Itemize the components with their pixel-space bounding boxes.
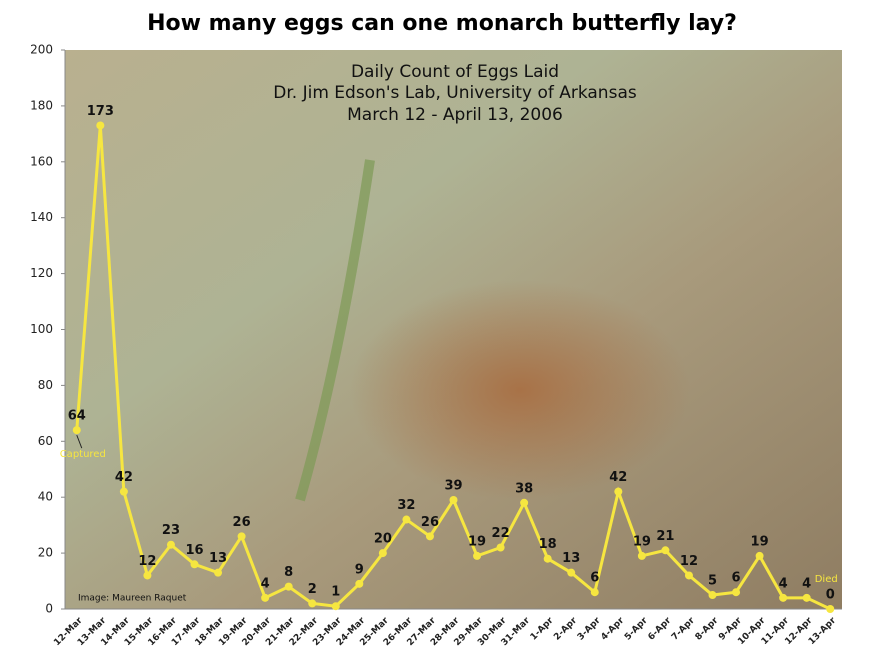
data-label: 4 <box>802 576 811 591</box>
data-label: 19 <box>751 534 769 549</box>
y-tick-label: 60 <box>38 434 53 448</box>
y-tick-label: 120 <box>30 266 53 280</box>
data-label: 173 <box>87 104 114 119</box>
data-label: 9 <box>355 562 364 577</box>
butterfly-shape <box>350 280 690 500</box>
data-label: 12 <box>138 554 156 569</box>
data-point <box>425 532 434 541</box>
data-point <box>826 605 835 613</box>
data-label: 22 <box>492 526 510 541</box>
data-label: 6 <box>590 571 599 586</box>
data-point <box>72 426 81 435</box>
x-tick-label: 2-Apr <box>552 615 579 642</box>
image-credit: Image: Maureen Raquet <box>78 594 187 604</box>
data-point <box>802 593 811 602</box>
y-tick-label: 140 <box>30 210 53 224</box>
data-label: 20 <box>374 532 392 547</box>
chart-title: How many eggs can one monarch butterfly … <box>147 11 737 36</box>
data-label: 64 <box>68 409 86 424</box>
data-label: 12 <box>680 554 698 569</box>
data-point <box>378 549 387 558</box>
data-point <box>496 543 505 552</box>
data-label: 32 <box>397 498 415 513</box>
y-tick-label: 0 <box>45 602 53 616</box>
data-point <box>237 532 246 541</box>
annotation: Captured <box>60 449 106 460</box>
data-point <box>779 593 788 602</box>
data-label: 18 <box>539 537 557 552</box>
data-point <box>166 540 175 549</box>
y-tick-label: 80 <box>38 378 53 392</box>
data-label: 4 <box>779 576 788 591</box>
data-point <box>119 487 128 496</box>
data-point <box>402 515 411 524</box>
data-point <box>684 571 693 580</box>
data-point <box>355 579 364 588</box>
data-point <box>214 568 223 577</box>
data-point <box>543 554 552 563</box>
x-tick-label: 3-Apr <box>576 615 603 642</box>
data-label: 5 <box>708 574 717 589</box>
data-label: 21 <box>656 529 674 544</box>
data-point <box>732 588 741 597</box>
data-point <box>308 599 317 608</box>
data-point <box>590 588 599 597</box>
data-label: 39 <box>444 478 462 493</box>
x-tick-label: 5-Apr <box>623 615 650 642</box>
x-tick-label: 6-Apr <box>647 615 674 642</box>
data-label: 38 <box>515 481 533 496</box>
x-tick-label: 8-Apr <box>694 615 721 642</box>
data-label: 26 <box>421 515 439 530</box>
y-tick-label: 180 <box>30 98 53 112</box>
data-label: 0 <box>826 588 835 603</box>
data-point <box>661 546 670 555</box>
data-point <box>708 591 717 600</box>
data-label: 23 <box>162 523 180 538</box>
data-point <box>331 602 340 611</box>
y-tick-label: 100 <box>30 322 53 336</box>
y-tick-label: 40 <box>38 490 53 504</box>
data-label: 1 <box>331 585 340 600</box>
annotation: Died <box>815 574 838 585</box>
data-point <box>637 551 646 560</box>
data-point <box>614 487 623 496</box>
data-point <box>284 582 293 591</box>
data-point <box>143 571 152 580</box>
subtitle: March 12 - April 13, 2006 <box>347 105 563 125</box>
y-tick-label: 160 <box>30 154 53 168</box>
data-point <box>473 551 482 560</box>
data-point <box>96 121 105 130</box>
data-point <box>520 498 529 507</box>
y-tick-label: 20 <box>38 546 53 560</box>
y-tick-label: 200 <box>30 43 53 57</box>
data-point <box>449 495 458 504</box>
x-tick-label: 1-Apr <box>529 615 556 642</box>
data-point <box>567 568 576 577</box>
data-label: 2 <box>308 582 317 597</box>
x-tick-label: 7-Apr <box>670 615 697 642</box>
data-label: 16 <box>185 543 203 558</box>
data-label: 13 <box>562 551 580 566</box>
x-tick-label: 4-Apr <box>599 615 626 642</box>
data-label: 42 <box>609 470 627 485</box>
data-point <box>261 593 270 602</box>
subtitle: Dr. Jim Edson's Lab, University of Arkan… <box>273 83 637 103</box>
plant-shape <box>295 159 375 502</box>
data-label: 13 <box>209 551 227 566</box>
data-point <box>755 551 764 560</box>
annotation-leader <box>76 434 83 449</box>
data-label: 42 <box>115 470 133 485</box>
data-label: 26 <box>233 515 251 530</box>
data-label: 8 <box>284 565 293 580</box>
data-label: 4 <box>261 576 270 591</box>
data-label: 6 <box>732 571 741 586</box>
data-point <box>190 560 199 569</box>
data-label: 19 <box>633 534 651 549</box>
subtitle: Daily Count of Eggs Laid <box>351 62 559 82</box>
data-label: 19 <box>468 534 486 549</box>
